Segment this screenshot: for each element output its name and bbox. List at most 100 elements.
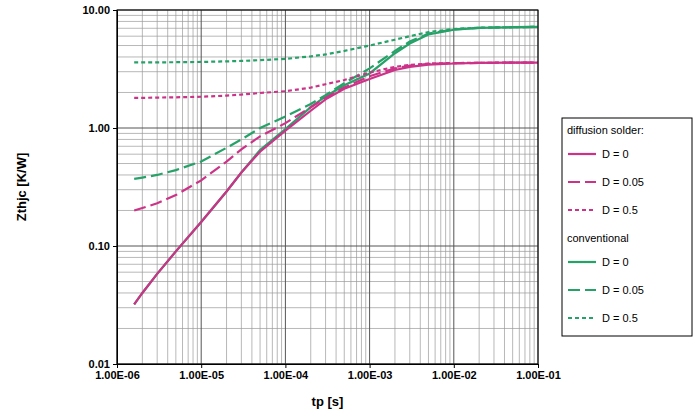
tick-label: 0.10 xyxy=(89,240,110,252)
tick: 1.00E-05 xyxy=(179,364,224,381)
minor-grid-line xyxy=(336,10,337,364)
grid-line xyxy=(117,128,538,129)
tick: 1.00E-04 xyxy=(264,364,310,381)
minor-grid-line xyxy=(117,189,538,190)
tick-label: 0.01 xyxy=(89,358,110,370)
tick-label: 1.00E-03 xyxy=(348,369,393,381)
minor-grid-line xyxy=(260,10,261,364)
plot-lines xyxy=(134,27,538,305)
minor-grid-line xyxy=(117,281,538,282)
legend-label: D = 0.05 xyxy=(602,176,644,188)
x-axis: 1.00E-06 1.00E-05 1.00E-04 1.00E-03 1.00E-02… xyxy=(95,364,561,381)
minor-grid-line xyxy=(197,10,198,364)
tick: 1.00 xyxy=(89,122,117,134)
minor-grid-line xyxy=(117,328,538,329)
minor-grid-line xyxy=(117,154,538,155)
tick-mark xyxy=(113,128,117,129)
tick-label: 1.00E-04 xyxy=(264,369,310,381)
tick: 1.00E-03 xyxy=(348,364,393,381)
legend-label: D = 0.05 xyxy=(602,284,644,296)
minor-grid-line xyxy=(117,56,538,57)
tick-label: 1.00E-02 xyxy=(432,369,477,381)
minor-grid-line xyxy=(310,10,311,364)
legend-swatch xyxy=(568,317,596,319)
tick-label: 1.00E-05 xyxy=(179,369,224,381)
axis-line xyxy=(118,364,539,365)
plot-frame xyxy=(117,10,538,364)
grid xyxy=(117,10,538,364)
legend-group-title: conventional xyxy=(567,232,629,244)
minor-grid-line xyxy=(117,71,538,72)
legend-swatch xyxy=(568,261,596,263)
minor-grid-line xyxy=(277,10,278,364)
minor-grid-line xyxy=(117,292,538,293)
tick-mark xyxy=(113,364,117,365)
minor-grid-line xyxy=(117,21,538,22)
minor-grid-line xyxy=(117,251,538,252)
series-line xyxy=(134,27,538,179)
tick-mark xyxy=(538,364,539,368)
minor-grid-line xyxy=(394,10,395,364)
minor-grid-line xyxy=(344,10,345,364)
minor-grid-line xyxy=(272,10,273,364)
tick-label: 10.00 xyxy=(82,4,110,16)
legend-frame xyxy=(562,118,692,336)
minor-grid-line xyxy=(117,257,538,258)
legend-group-title: diffusion solder: xyxy=(567,124,644,136)
series-line xyxy=(134,63,538,305)
tick: 0.10 xyxy=(89,240,117,252)
legend: diffusion solder: D = 0 D = 0.05 D = 0.5 con… xyxy=(562,118,692,336)
tick: 10.00 xyxy=(82,4,117,16)
minor-grid-line xyxy=(182,10,183,364)
series-line xyxy=(134,27,538,305)
series-line xyxy=(134,63,538,211)
minor-grid-line xyxy=(365,10,366,364)
minor-grid-line xyxy=(117,15,538,16)
minor-grid-line xyxy=(117,45,538,46)
minor-grid-line xyxy=(409,10,410,364)
grid-line xyxy=(369,10,370,364)
minor-grid-line xyxy=(117,133,538,134)
legend-swatch xyxy=(568,289,596,291)
grid-line xyxy=(285,10,286,364)
minor-grid-line xyxy=(356,10,357,364)
series-line xyxy=(134,27,538,63)
minor-grid-line xyxy=(117,146,538,147)
minor-grid-line xyxy=(361,10,362,364)
tick-mark xyxy=(113,10,117,11)
y-axis: 0.01 0.10 1.00 10.00 xyxy=(82,4,117,370)
legend-swatch xyxy=(568,153,596,155)
plot-area xyxy=(117,10,538,364)
minor-grid-line xyxy=(325,10,326,364)
minor-grid-line xyxy=(281,10,282,364)
tick-mark xyxy=(285,364,286,368)
tick-label: 1.00 xyxy=(89,122,110,134)
legend-swatch xyxy=(568,209,596,211)
minor-grid-line xyxy=(350,10,351,364)
minor-grid-line xyxy=(226,10,227,364)
minor-grid-line xyxy=(117,264,538,265)
y-axis-label: Zthjc [K/W] xyxy=(14,153,29,222)
legend-swatch xyxy=(568,181,596,183)
tick-mark xyxy=(454,364,455,368)
minor-grid-line xyxy=(117,210,538,211)
tick-mark xyxy=(201,364,202,368)
tick: 1.00E-02 xyxy=(432,364,477,381)
legend-label: D = 0 xyxy=(602,256,629,268)
tick-mark xyxy=(370,364,371,368)
tick-label: 1.00E-06 xyxy=(95,369,140,381)
tick-mark xyxy=(113,246,117,247)
axis-line xyxy=(117,11,118,365)
minor-grid-line xyxy=(251,10,252,364)
minor-grid-line xyxy=(117,36,538,37)
minor-grid-line xyxy=(117,307,538,308)
legend-label: D = 0 xyxy=(602,148,629,160)
minor-grid-line xyxy=(117,272,538,273)
minor-grid-line xyxy=(167,10,168,364)
tick-mark xyxy=(117,364,118,368)
x-axis-label: tp [s] xyxy=(312,394,344,409)
minor-grid-line xyxy=(117,163,538,164)
legend-label: D = 0.5 xyxy=(602,204,638,216)
tick: 1.00E-01 xyxy=(516,364,561,381)
grid-line xyxy=(201,10,202,364)
